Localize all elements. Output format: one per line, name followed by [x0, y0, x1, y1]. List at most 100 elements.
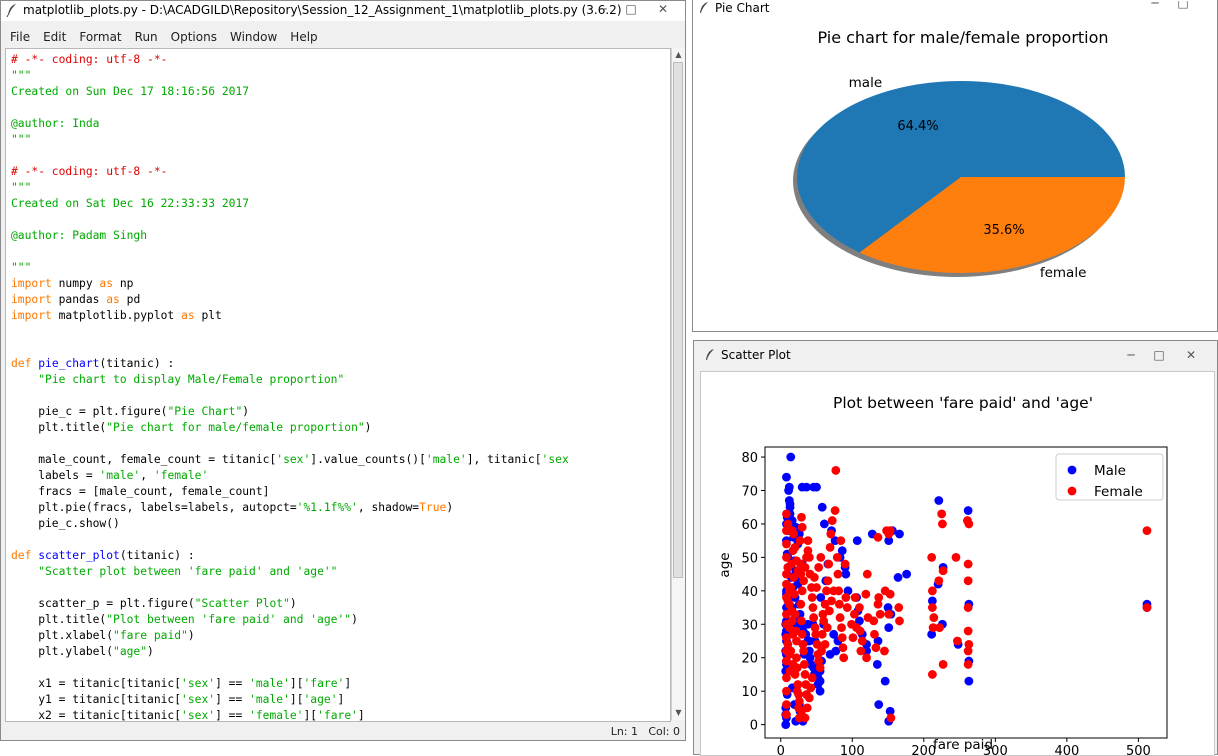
pie-pct-label: 64.4%	[897, 119, 938, 134]
code-token: 'male'	[249, 693, 290, 706]
y-tick-label: 0	[750, 719, 758, 734]
code-token: @author: Padam Singh	[11, 229, 148, 242]
code-token: def	[11, 357, 32, 370]
scatter-point-female	[784, 599, 794, 609]
code-token: y1 = titanic[titanic[	[11, 693, 182, 706]
code-token: ,	[140, 469, 154, 482]
menu-window[interactable]: Window	[229, 30, 278, 44]
scatter-point-male	[802, 482, 811, 492]
scatter-point-female	[793, 566, 803, 576]
code-token: x1 = titanic[titanic[	[11, 677, 182, 690]
code-token: Created on Sat Dec 16 22:33:33 2017	[11, 197, 250, 210]
menu-format[interactable]: Format	[79, 30, 122, 44]
code-line: "Scatter plot between 'fare paid' and 'a…	[11, 564, 569, 580]
scatter-point-female	[822, 586, 831, 596]
menu-help[interactable]: Help	[290, 30, 318, 44]
scatter-point-female	[824, 606, 834, 616]
menu-run[interactable]: Run	[134, 30, 158, 44]
scatter-point-female	[797, 512, 806, 522]
code-line: @author: Padam Singh	[11, 228, 569, 244]
scatter-point-female	[807, 673, 817, 683]
scatter-point-female	[855, 626, 865, 636]
scatter-point-female	[927, 670, 937, 679]
scatter-point-female	[806, 683, 816, 693]
scroll-down-arrow-icon[interactable]: ▼	[675, 708, 682, 717]
code-token	[11, 565, 38, 578]
code-token: ][	[289, 693, 304, 706]
scatter-point-male	[819, 519, 829, 529]
scatter-point-female	[790, 542, 800, 552]
scatter-point-female	[963, 603, 973, 612]
editor-vertical-scrollbar[interactable]: ▲ ▼	[671, 48, 685, 720]
code-token: 'fare'	[317, 709, 358, 722]
menu-file[interactable]: File	[10, 30, 31, 44]
scatter-maximize-icon[interactable]: □	[1153, 348, 1165, 362]
code-token: "Scatter plot between 'fare paid' and 'a…	[38, 565, 338, 578]
code-token: """	[11, 181, 32, 194]
scatter-point-female	[874, 593, 884, 602]
code-token: import	[11, 309, 52, 322]
scatter-point-male	[785, 502, 795, 512]
code-token: ], titanic[	[466, 453, 542, 466]
scatter-point-male	[816, 593, 826, 602]
scatter-point-female	[786, 646, 796, 656]
code-token: as	[99, 277, 114, 290]
scatter-point-female	[793, 680, 803, 689]
scatter-point-female	[832, 552, 842, 562]
minimize-icon[interactable]: ─	[599, 2, 607, 16]
scatter-chart-title: Plot between 'fare paid' and 'age'	[833, 394, 1093, 412]
code-token: 'sex	[541, 453, 569, 466]
scroll-up-arrow-icon[interactable]: ▲	[675, 50, 682, 59]
code-text[interactable]: # -*- coding: utf-8 -*- """ Created on Sun…	[11, 52, 569, 722]
scatter-point-female	[963, 559, 973, 569]
scatter-point-female	[792, 556, 801, 566]
pie-chart: Pie chart for male/female proportion 64.…	[793, 28, 1125, 281]
scatter-point-female	[826, 529, 836, 539]
code-token: pie_c.show()	[11, 517, 120, 530]
scatter-point-female	[822, 623, 832, 633]
menu-edit[interactable]: Edit	[43, 30, 67, 44]
scatter-close-icon[interactable]: ✕	[1185, 348, 1197, 362]
editor-titlebar[interactable]: matplotlib_plots.py - D:\ACADGILD\Reposi…	[1, 1, 685, 21]
pie-window-titlebar[interactable]: Pie Chart ─ □	[693, 1, 1217, 17]
scrollbar-thumb[interactable]	[673, 62, 683, 578]
scatter-point-female	[855, 603, 864, 612]
maximize-icon[interactable]: □	[625, 2, 637, 16]
code-token: plt.ylabel(	[11, 645, 114, 658]
editor-window-controls: ─ □ ✕	[589, 1, 681, 17]
code-token: 'age'	[303, 693, 338, 706]
code-token: '%1.1f%%'	[296, 501, 358, 514]
code-token: as	[181, 309, 195, 322]
y-tick-label: 50	[741, 551, 758, 566]
scatter-window-titlebar[interactable]: Scatter Plot ─ □ ✕	[694, 343, 1217, 367]
scatter-minimize-icon[interactable]: ─	[1127, 348, 1135, 362]
scatter-point-female	[837, 633, 847, 643]
code-token: True	[419, 501, 447, 514]
scatter-point-male	[927, 596, 937, 606]
code-token: )	[187, 629, 195, 642]
editor-window: matplotlib_plots.py - D:\ACADGILD\Reposi…	[0, 0, 686, 741]
pie-minimize-icon[interactable]: ─	[1151, 1, 1159, 10]
code-token: 'female'	[153, 469, 209, 482]
code-line: import matplotlib.pyplot as plt	[11, 308, 569, 324]
code-line	[11, 244, 569, 260]
pie-maximize-icon[interactable]: □	[1177, 1, 1189, 10]
y-tick-label: 60	[741, 518, 758, 533]
scatter-point-female	[815, 663, 825, 673]
scatter-point-female	[782, 673, 791, 683]
code-token: 'sex'	[181, 677, 216, 690]
code-editor[interactable]: # -*- coding: utf-8 -*- """ Created on Sun…	[5, 48, 671, 722]
scatter-point-female	[790, 670, 800, 679]
code-line: """	[11, 180, 569, 196]
menu-options[interactable]: Options	[170, 30, 217, 44]
scatter-point-female	[782, 686, 791, 696]
code-line: plt.title("Plot between 'fare paid' and …	[11, 612, 569, 628]
code-token: )	[147, 645, 154, 658]
scatter-point-female	[803, 536, 813, 546]
close-icon[interactable]: ✕	[657, 2, 669, 16]
code-line	[11, 148, 569, 164]
code-line: x1 = titanic[titanic['sex'] == 'male']['…	[11, 676, 569, 692]
scatter-point-male	[784, 482, 794, 492]
scatter-point-female	[873, 599, 883, 609]
code-token: plt	[194, 309, 222, 322]
